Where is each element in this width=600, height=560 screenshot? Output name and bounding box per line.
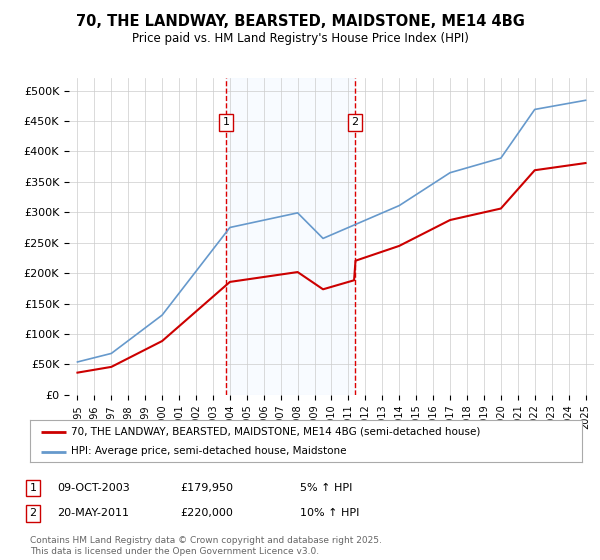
- Text: 1: 1: [223, 117, 229, 127]
- Text: 5% ↑ HPI: 5% ↑ HPI: [300, 483, 352, 493]
- Text: HPI: Average price, semi-detached house, Maidstone: HPI: Average price, semi-detached house,…: [71, 446, 347, 456]
- Text: 2: 2: [29, 508, 37, 519]
- Text: 20-MAY-2011: 20-MAY-2011: [57, 508, 129, 519]
- Text: 10% ↑ HPI: 10% ↑ HPI: [300, 508, 359, 519]
- Text: 70, THE LANDWAY, BEARSTED, MAIDSTONE, ME14 4BG: 70, THE LANDWAY, BEARSTED, MAIDSTONE, ME…: [76, 14, 524, 29]
- Text: 1: 1: [29, 483, 37, 493]
- Text: 2: 2: [352, 117, 358, 127]
- Text: £179,950: £179,950: [180, 483, 233, 493]
- Text: 70, THE LANDWAY, BEARSTED, MAIDSTONE, ME14 4BG (semi-detached house): 70, THE LANDWAY, BEARSTED, MAIDSTONE, ME…: [71, 427, 481, 437]
- Text: Price paid vs. HM Land Registry's House Price Index (HPI): Price paid vs. HM Land Registry's House …: [131, 32, 469, 45]
- Bar: [226, 78, 355, 395]
- Text: Contains HM Land Registry data © Crown copyright and database right 2025.
This d: Contains HM Land Registry data © Crown c…: [30, 536, 382, 556]
- Text: £220,000: £220,000: [180, 508, 233, 519]
- Text: 09-OCT-2003: 09-OCT-2003: [57, 483, 130, 493]
